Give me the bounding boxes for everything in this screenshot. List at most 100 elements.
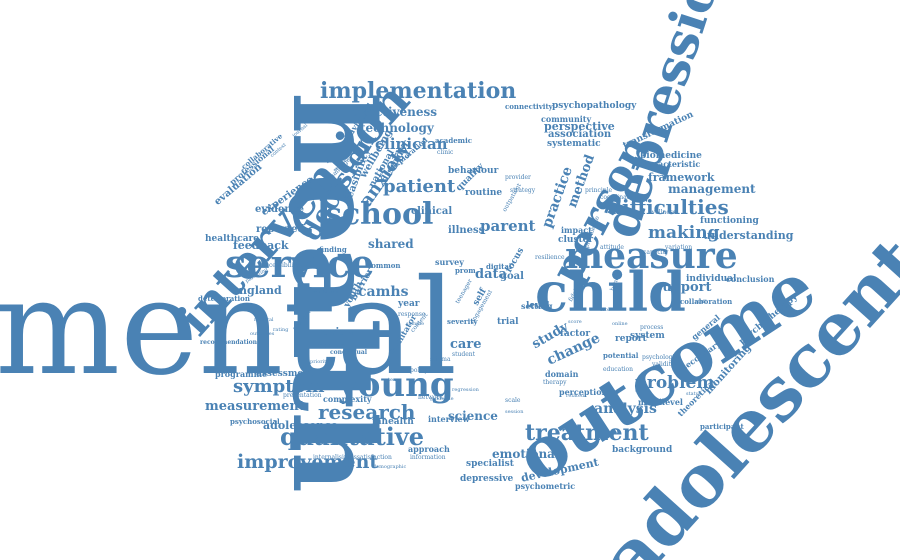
word-strategy: strategy xyxy=(510,187,536,194)
word-survey: survey xyxy=(435,257,464,267)
word-effectiveness: effectiveness xyxy=(350,105,438,119)
word-staff: staff xyxy=(695,299,707,305)
word-psychologist: psychologist xyxy=(642,354,680,361)
word-recommendation: recommendation xyxy=(200,339,258,346)
word-information: information xyxy=(410,454,446,461)
word-clinic: clinic xyxy=(437,149,454,156)
word-qualitative: qualitative xyxy=(280,422,425,451)
word-psychosocial: psychosocial xyxy=(230,417,280,426)
word-care: care xyxy=(450,337,482,352)
word-parent: parent xyxy=(480,217,536,235)
word-measurement: measurement xyxy=(205,399,305,414)
word-symptom: symptom xyxy=(233,376,325,397)
word-illness: illness xyxy=(448,225,485,236)
word-cluster: cluster xyxy=(558,235,594,245)
word-characteristic: characteristic xyxy=(638,159,701,169)
word-workforce: workforce xyxy=(313,289,339,295)
word-common: common xyxy=(367,261,401,270)
word-resilience: resilience xyxy=(535,254,565,261)
word-science: science xyxy=(448,409,498,423)
word-technology: technology xyxy=(360,121,434,135)
word-referral: referral xyxy=(254,317,274,323)
word-service: service xyxy=(225,241,375,286)
word-conceptual: conceptual xyxy=(330,349,367,356)
word-collaboration: collaboration xyxy=(680,297,733,306)
word-support: support xyxy=(655,280,712,295)
word-report: report xyxy=(615,334,647,344)
word-year: year xyxy=(398,299,420,309)
word-approach: approach xyxy=(408,444,450,454)
word-depressive: depressive xyxy=(460,474,514,484)
word-specialist: specialist xyxy=(466,459,514,469)
word-implementation: implementation xyxy=(320,78,517,104)
word-research: research xyxy=(318,400,416,424)
word-process: process xyxy=(640,324,664,331)
word-emotional: emotional xyxy=(492,447,560,461)
word-setting: setting xyxy=(521,301,553,311)
word-feedback: feedback xyxy=(233,239,289,252)
word-system: system xyxy=(630,331,665,341)
word-stigma: stigma xyxy=(430,356,451,363)
word-scale: scale xyxy=(505,397,521,404)
word-impact: impact xyxy=(561,225,592,235)
word-conclusion: conclusion xyxy=(726,274,775,284)
word-sample: sample xyxy=(406,321,425,327)
word-making: making xyxy=(648,223,720,243)
word-improvement: improvement xyxy=(237,451,379,473)
word-young: young xyxy=(338,365,454,405)
word-reliable: reliable xyxy=(315,341,346,350)
word-behaviour: behaviour xyxy=(448,166,499,176)
word-review: review xyxy=(318,327,355,338)
word-related: related xyxy=(566,393,585,399)
word-trial: trial xyxy=(497,317,519,327)
word-regression: regression xyxy=(452,387,479,393)
word-treatment: treatment xyxy=(525,420,649,446)
word-demographic: demographic xyxy=(373,464,407,470)
word-accessibility: accessibility xyxy=(262,262,300,269)
word-patient: patient xyxy=(383,176,456,197)
word-management: management xyxy=(668,182,756,196)
word-level: level xyxy=(526,301,550,311)
word-guideline: guideline xyxy=(430,396,454,402)
word-analysis: analysis xyxy=(594,401,657,417)
word-variation: variation xyxy=(665,244,693,251)
word-tool: tool xyxy=(600,307,610,313)
word-education: education xyxy=(603,366,633,373)
word-measure: measure xyxy=(565,235,738,277)
word-potential: potential xyxy=(603,351,639,360)
word-therapy: therapy xyxy=(543,379,567,386)
word-complexity: complexity xyxy=(323,394,372,404)
word-online: online xyxy=(612,321,628,327)
word-capacity: capacity xyxy=(643,249,669,256)
word-routine: routine xyxy=(465,188,503,198)
word-priority: priority xyxy=(310,359,330,365)
word-camhs: camhs xyxy=(358,284,409,300)
word-difficulties: difficulties xyxy=(608,195,729,219)
word-academic: academic xyxy=(435,136,473,145)
word-adolescence: adolescence xyxy=(263,419,338,432)
word-school: school xyxy=(325,197,434,232)
word-child: child xyxy=(535,260,686,324)
word-severity: severity xyxy=(447,317,478,326)
word-dissatisfaction: dissatisfaction xyxy=(348,454,392,461)
word-england: england xyxy=(232,284,282,297)
word-wellness: wellness xyxy=(650,209,677,216)
word-psychometric: psychometric xyxy=(515,481,576,491)
word-reported: reported xyxy=(256,224,305,235)
word-understanding: understanding xyxy=(703,229,794,242)
word-coordination: coordination xyxy=(600,194,639,201)
word-outcomes: outcomes xyxy=(250,331,275,337)
word-evidence: evidence xyxy=(255,204,305,215)
word-team: team xyxy=(388,377,401,383)
word-finding: finding xyxy=(319,245,347,254)
word-rating: rating xyxy=(273,327,289,333)
word-framework: framework xyxy=(648,171,715,184)
word-validity: validity xyxy=(652,361,675,368)
word-provider: provider xyxy=(505,174,531,181)
word-association: association xyxy=(548,129,612,140)
word-network: network xyxy=(418,394,444,401)
word-data: data xyxy=(475,267,507,282)
word-connectivity: connectivity xyxy=(505,102,553,111)
word-presentation: presentation xyxy=(283,392,322,399)
